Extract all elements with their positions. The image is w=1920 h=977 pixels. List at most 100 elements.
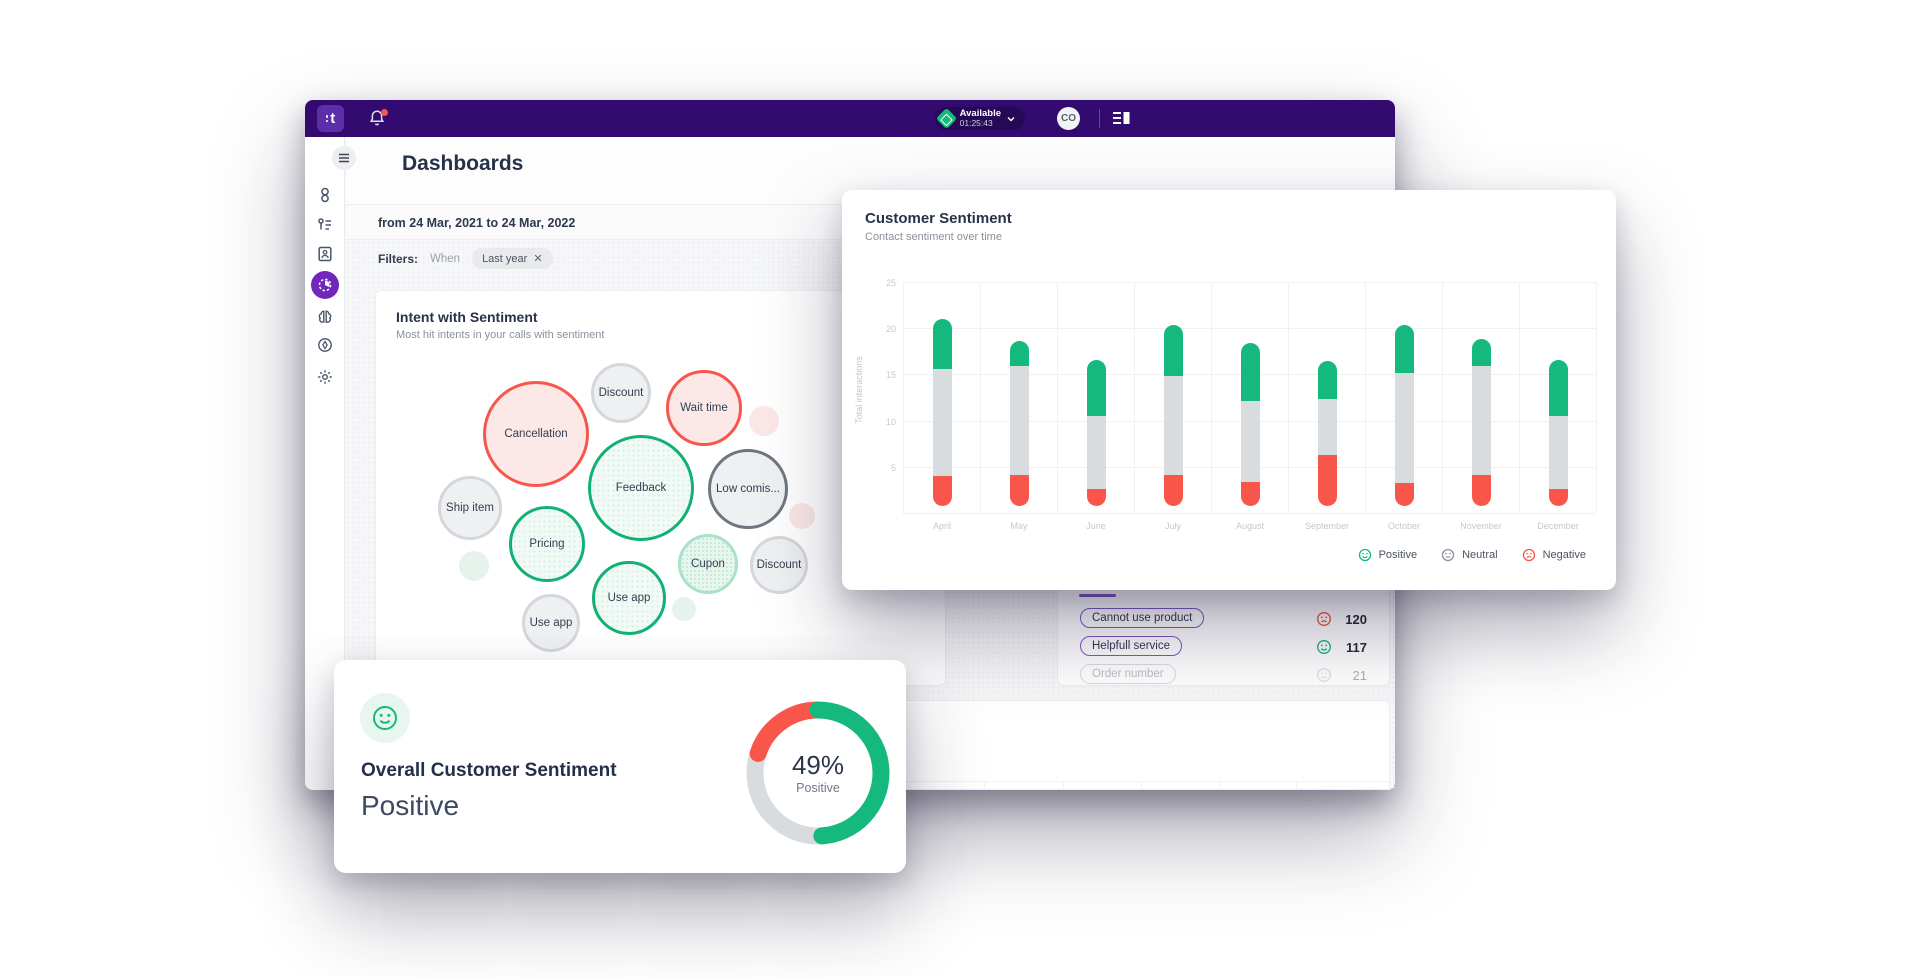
stacked-bar-april[interactable] bbox=[932, 318, 952, 506]
intent-bubble[interactable]: Ship item bbox=[438, 476, 502, 540]
sentiment-card-title: Customer Sentiment bbox=[865, 210, 1012, 227]
bar-segment-neutral bbox=[1009, 366, 1029, 476]
gridline bbox=[1365, 282, 1366, 513]
bar-segment-negative bbox=[932, 476, 952, 506]
remove-filter-icon[interactable]: ✕ bbox=[533, 253, 543, 265]
app-logo[interactable]: t bbox=[317, 105, 344, 132]
table-row[interactable]: Cannot use product 120 bbox=[1058, 606, 1389, 634]
sentiment-card-subtitle: Contact sentiment over time bbox=[865, 231, 1002, 243]
logo-dots-icon bbox=[325, 115, 329, 122]
collapse-sidebar-button[interactable] bbox=[332, 146, 356, 170]
bar-segment-negative bbox=[1317, 454, 1337, 506]
ai-brain-icon bbox=[318, 310, 332, 323]
topbar: t Available 01:25:43 CO bbox=[305, 100, 1395, 137]
intent-bubble[interactable]: Pricing bbox=[509, 506, 585, 582]
hamburger-icon bbox=[339, 153, 349, 163]
stacked-bar-october[interactable] bbox=[1394, 325, 1414, 506]
legend-label: Positive bbox=[1378, 549, 1418, 561]
intent-bubble[interactable]: Cupon bbox=[678, 534, 738, 594]
activity-icon bbox=[318, 218, 331, 230]
intent-bubble[interactable]: Use app bbox=[522, 594, 580, 652]
bell-icon bbox=[369, 110, 385, 126]
intent-bubble[interactable]: Use app bbox=[592, 561, 666, 635]
positive-face-icon bbox=[373, 706, 397, 730]
bar-segment-negative bbox=[1471, 475, 1491, 506]
topic-pill[interactable]: Cannot use product bbox=[1080, 608, 1205, 628]
logo-letter: t bbox=[330, 110, 336, 127]
neutral-face-icon bbox=[1316, 667, 1332, 683]
agent-status-selector[interactable]: Available 01:25:43 bbox=[934, 107, 1025, 130]
intent-bubble-faded bbox=[749, 406, 779, 436]
x-tick-label: April bbox=[932, 521, 951, 531]
intent-bubble[interactable]: Discount bbox=[591, 363, 651, 423]
bar-segment-positive bbox=[932, 318, 952, 369]
conversations-icon bbox=[321, 187, 329, 203]
intent-bubble[interactable]: Wait time bbox=[666, 370, 742, 446]
y-tick-label: 5 bbox=[890, 462, 896, 473]
workspace-panel-button[interactable] bbox=[1113, 110, 1130, 126]
table-row-partial bbox=[1058, 590, 1389, 618]
x-tick-label: November bbox=[1460, 521, 1502, 531]
negative-face-icon bbox=[1522, 548, 1535, 562]
bar-segment-positive bbox=[1163, 325, 1183, 377]
stacked-bar-december[interactable] bbox=[1548, 359, 1568, 506]
sidebar-item-activities[interactable] bbox=[316, 216, 334, 234]
stacked-bar-august[interactable] bbox=[1240, 342, 1260, 506]
chart-legend: Positive Neutral Negative bbox=[1358, 548, 1586, 562]
intent-bubble[interactable]: Discount bbox=[750, 536, 808, 594]
sidebar-item-explore[interactable] bbox=[316, 336, 334, 354]
stacked-bar-june[interactable] bbox=[1086, 359, 1106, 506]
intent-bubble[interactable]: Low comis... bbox=[708, 449, 788, 529]
filter-key-when: When bbox=[430, 252, 461, 265]
intent-with-sentiment-card: Intent with Sentiment Most hit intents i… bbox=[375, 290, 946, 686]
x-tick-label: June bbox=[1086, 521, 1106, 531]
bar-segment-neutral bbox=[1394, 373, 1414, 483]
positive-face-icon bbox=[1316, 639, 1332, 655]
y-axis-label: Total interactions bbox=[854, 356, 864, 424]
y-tick-label: 20 bbox=[885, 324, 896, 335]
stacked-bar-november[interactable] bbox=[1471, 339, 1491, 506]
filters-row: Filters: When Last year ✕ bbox=[378, 248, 553, 269]
negative-face-icon bbox=[1316, 611, 1332, 627]
stacked-bar-may[interactable] bbox=[1009, 341, 1029, 506]
status-label: Available bbox=[959, 108, 1001, 120]
positive-face-icon bbox=[1358, 548, 1371, 562]
gridline bbox=[903, 282, 1596, 283]
bar-segment-neutral bbox=[1240, 401, 1260, 483]
bar-segment-neutral bbox=[1086, 415, 1106, 489]
intent-bubble[interactable]: Cancellation bbox=[483, 381, 589, 487]
y-tick-label: 15 bbox=[885, 370, 896, 381]
sidebar-item-contacts[interactable] bbox=[316, 245, 334, 263]
bar-segment-negative bbox=[1548, 488, 1568, 506]
gridline bbox=[903, 282, 904, 513]
sidebar-item-settings[interactable] bbox=[316, 368, 334, 386]
legend-item-positive[interactable]: Positive bbox=[1358, 548, 1418, 562]
gridline bbox=[1211, 282, 1212, 513]
bar-segment-neutral bbox=[1471, 366, 1491, 476]
sidebar-item-ai[interactable] bbox=[316, 308, 334, 326]
stacked-bar-september[interactable] bbox=[1317, 360, 1337, 506]
filter-chip-last-year[interactable]: Last year ✕ bbox=[472, 248, 553, 269]
gridline bbox=[903, 513, 1596, 514]
legend-item-neutral[interactable]: Neutral bbox=[1441, 548, 1498, 562]
partial-topic-pill bbox=[1079, 594, 1116, 597]
topbar-divider bbox=[1099, 109, 1100, 128]
table-row[interactable]: Helpfull service 117 bbox=[1058, 634, 1389, 662]
bar-segment-positive bbox=[1086, 359, 1106, 416]
donut-percentage: 49% bbox=[791, 749, 845, 780]
notifications-button[interactable] bbox=[368, 109, 388, 129]
user-avatar[interactable]: CO bbox=[1057, 107, 1080, 130]
topic-count: 21 bbox=[1352, 668, 1367, 683]
sidebar-item-conversations[interactable] bbox=[316, 186, 334, 204]
stacked-bar-july[interactable] bbox=[1163, 325, 1183, 506]
legend-item-negative[interactable]: Negative bbox=[1522, 548, 1586, 562]
topic-pill[interactable]: Helpfull service bbox=[1080, 636, 1182, 656]
gear-icon bbox=[318, 370, 332, 384]
topic-count: 117 bbox=[1346, 640, 1367, 655]
topic-pill[interactable]: Order number bbox=[1080, 664, 1176, 684]
intent-bubble[interactable]: Feedback bbox=[588, 435, 694, 541]
table-row[interactable]: Order number 21 bbox=[1058, 662, 1389, 690]
gridline bbox=[1057, 282, 1058, 513]
sidebar-item-dashboards[interactable] bbox=[316, 276, 334, 294]
